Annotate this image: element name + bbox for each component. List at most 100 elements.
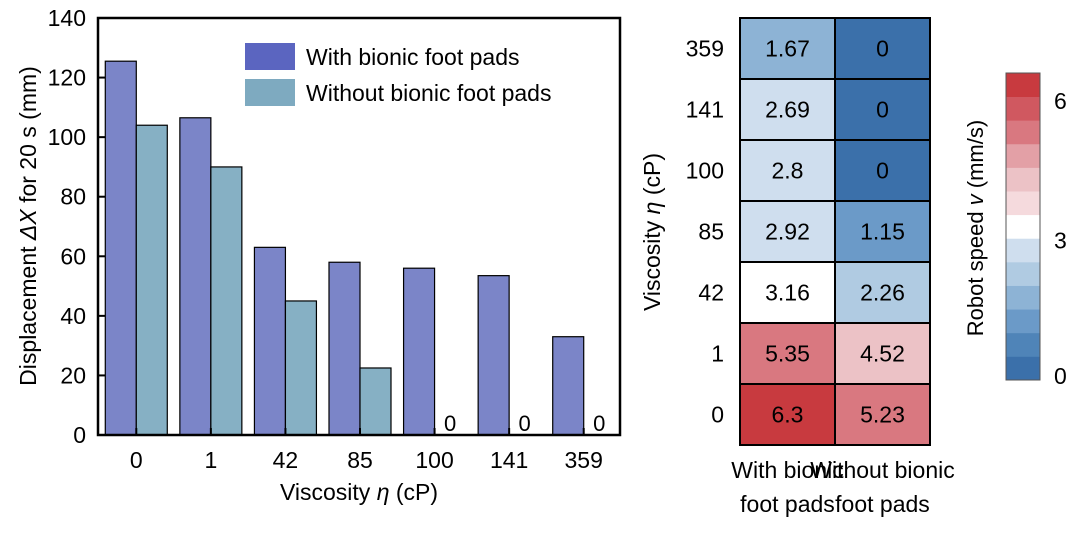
heatmap-value-label: 2.69: [765, 97, 810, 123]
bar: [253, 246, 287, 436]
heatmap-value-label: 5.35: [765, 341, 810, 367]
y-tick-label: 120: [48, 65, 86, 91]
bar: [552, 336, 585, 436]
heatmap: 1.67 0 2.69 0 2.8 0 2.92 1.15 3.16 2.26 5.35 4.52 6.…: [639, 17, 955, 517]
heatmap-column-labels: With bionic foot pads Without bionic foot p…: [731, 457, 954, 517]
y-tick-label: 40: [60, 303, 86, 329]
heatmap-cell: [739, 78, 836, 141]
heatmap-row-label: 141: [686, 97, 724, 123]
heatmap-column-label: Without bionic: [810, 457, 954, 483]
x-tick-label: 85: [347, 447, 373, 473]
heatmap-y-axis-label: Viscosity η (cP): [639, 153, 665, 311]
heatmap-cell: [834, 200, 931, 263]
colorbar-cell: [1006, 120, 1040, 145]
bar: [104, 60, 137, 436]
heatmap-row-label: 359: [686, 36, 724, 62]
heatmap-value-label: 4.52: [860, 341, 905, 367]
x-tick-label: 141: [490, 447, 528, 473]
heatmap-cell: [739, 322, 836, 385]
heatmap-row-label: 85: [698, 219, 724, 245]
heatmap-value-label: 5.23: [860, 402, 905, 428]
heatmap-value-label: 2.26: [860, 280, 905, 306]
bar-chart: 0 20 40 60 80 100 120 140 0 1 42 85 100 141 359 0 0 0 W…: [15, 5, 622, 505]
heatmap-row-label: 42: [698, 280, 724, 306]
y-tick-label: 140: [48, 5, 86, 31]
colorbar-cell: [1006, 309, 1040, 334]
heatmap-cell: [739, 200, 836, 263]
colorbar-cell: [1006, 73, 1040, 98]
zero-value-label: 0: [593, 411, 605, 436]
heatmap-cell: [834, 322, 931, 385]
legend-swatch: [245, 79, 295, 106]
y-tick-label: 100: [48, 124, 86, 150]
colorbar-ticks: 0 3 6: [1054, 88, 1067, 389]
colorbar-frame: [1005, 72, 1041, 381]
heatmap-value-label: 1.67: [765, 36, 810, 62]
heatmap-cell: [834, 78, 931, 141]
zero-labels: 0 0 0: [444, 411, 605, 436]
bar: [477, 275, 510, 436]
zero-value-label: 0: [519, 411, 531, 436]
y-tick-label: 60: [60, 243, 86, 269]
heatmap-cell: [834, 261, 931, 324]
legend-label: Without bionic foot pads: [306, 80, 551, 106]
bar: [402, 267, 436, 436]
heatmap-row-labels: 359 141 100 85 42 1 0: [686, 36, 724, 428]
y-axis-label: Displacement ΔX for 20 s (mm): [15, 66, 41, 386]
heatmap-cells: 1.67 0 2.69 0 2.8 0 2.92 1.15 3.16 2.26 5.35 4.52 6.…: [739, 17, 931, 446]
legend-swatch: [245, 43, 295, 70]
heatmap-row-label: 1: [711, 341, 724, 367]
heatmap-row-label: 0: [711, 402, 724, 428]
heatmap-column-label: foot pads: [835, 491, 930, 517]
colorbar-cell: [1006, 96, 1040, 121]
colorbar-cell: [1006, 214, 1040, 239]
bars: [104, 60, 585, 436]
heatmap-value-label: 2.92: [765, 219, 810, 245]
heatmap-cell: [834, 383, 931, 446]
bar: [284, 300, 318, 436]
x-tick-label: 100: [415, 447, 453, 473]
heatmap-cell: [739, 17, 836, 80]
heatmap-cell: [834, 17, 931, 80]
bar: [179, 117, 212, 436]
x-tick-label: 42: [273, 447, 299, 473]
x-tick-label: 0: [130, 447, 143, 473]
bar: [135, 124, 168, 436]
colorbar-cell: [1006, 191, 1040, 216]
zero-value-label: 0: [444, 411, 456, 436]
x-tick-label: 359: [565, 447, 603, 473]
heatmap-cell: [834, 139, 931, 202]
legend-label: With bionic foot pads: [306, 44, 520, 70]
heatmap-value-label: 6.3: [772, 402, 804, 428]
colorbar-cell: [1006, 143, 1040, 168]
x-axis-ticks: 0 1 42 85 100 141 359: [130, 428, 603, 473]
y-tick-label: 20: [60, 362, 86, 388]
heatmap-value-label: 0: [876, 97, 889, 123]
y-axis-ticks: 0 20 40 60 80 100 120 140: [48, 5, 105, 448]
colorbar-cell: [1006, 167, 1040, 192]
bar: [328, 261, 361, 436]
colorbar-cell: [1006, 285, 1040, 310]
colorbar-cells: [1005, 72, 1041, 381]
y-tick-label: 80: [60, 184, 86, 210]
heatmap-value-label: 0: [876, 36, 889, 62]
colorbar-tick-label: 0: [1054, 363, 1067, 389]
colorbar-label: Robot speed v (mm/s): [963, 120, 988, 336]
y-tick-label: 0: [73, 422, 86, 448]
x-axis-label: Viscosity η (cP): [280, 479, 438, 505]
heatmap-row-label: 100: [686, 158, 724, 184]
colorbar-cell: [1006, 356, 1040, 381]
bar: [210, 166, 243, 436]
heatmap-column-label: With bionic: [731, 457, 843, 483]
bar: [359, 367, 392, 436]
heatmap-cell: [739, 139, 836, 202]
colorbar-cell: [1006, 238, 1040, 263]
legend: With bionic foot pads Without bionic foot…: [245, 43, 551, 106]
colorbar-tick-label: 6: [1054, 88, 1067, 114]
colorbar-tick-label: 3: [1054, 227, 1067, 253]
heatmap-value-label: 2.8: [772, 158, 804, 184]
heatmap-value-label: 0: [876, 158, 889, 184]
heatmap-value-label: 1.15: [860, 219, 905, 245]
heatmap-column-label: foot pads: [740, 491, 835, 517]
